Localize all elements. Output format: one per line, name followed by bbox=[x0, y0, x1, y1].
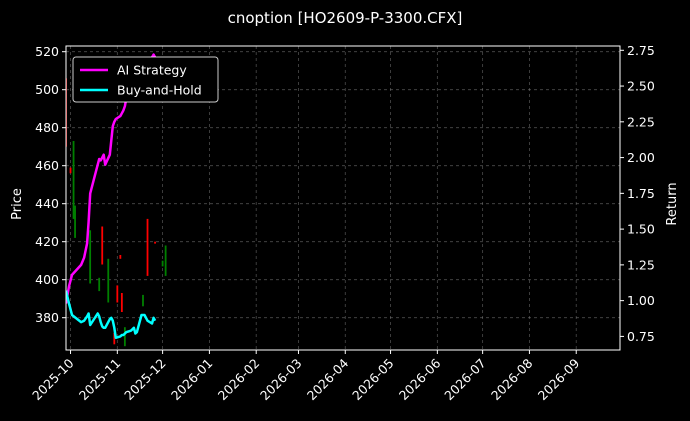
legend-label-ai-strategy: AI Strategy bbox=[117, 63, 187, 78]
legend-box bbox=[72, 56, 219, 103]
candle bbox=[120, 293, 123, 312]
y-axis-right: 0.75 1.00 1.25 1.50 1.75 2.00 2.25 2.50 2.75 bbox=[620, 43, 655, 344]
candles bbox=[66, 78, 167, 347]
y-left-tick-label: 380 bbox=[35, 310, 59, 325]
y-right-tick-label: 0.75 bbox=[627, 329, 655, 344]
candle bbox=[154, 241, 156, 244]
y-axis-left-label: Price bbox=[10, 188, 25, 220]
y-right-tick-label: 1.25 bbox=[627, 257, 655, 272]
candle bbox=[98, 277, 101, 292]
candle bbox=[101, 226, 104, 265]
y-left-tick-label: 460 bbox=[35, 158, 59, 173]
candle bbox=[116, 285, 119, 303]
candle bbox=[113, 332, 116, 345]
y-left-tick-label: 400 bbox=[35, 272, 59, 287]
y-right-tick-label: 1.00 bbox=[627, 293, 655, 308]
legend: AI Strategy Buy-and-Hold bbox=[72, 56, 219, 103]
y-left-tick-label: 420 bbox=[35, 234, 59, 249]
chart-title: cnoption [HO2609-P-3300.CFX] bbox=[228, 9, 463, 27]
y-right-tick-label: 2.75 bbox=[627, 43, 655, 58]
y-axis-left: 380 400 420 440 460 480 500 520 bbox=[35, 44, 66, 325]
series-line-buy-and-hold bbox=[66, 290, 157, 340]
y-right-tick-label: 2.25 bbox=[627, 114, 655, 129]
candle bbox=[164, 245, 167, 276]
plot-frame bbox=[65, 45, 621, 351]
candle bbox=[123, 327, 126, 347]
y-right-tick-label: 2.50 bbox=[627, 79, 655, 94]
y-left-tick-label: 500 bbox=[35, 82, 59, 97]
y-right-tick-label: 1.50 bbox=[627, 222, 655, 237]
candle bbox=[89, 230, 92, 284]
y-right-tick-label: 2.00 bbox=[627, 150, 655, 165]
candle bbox=[72, 141, 75, 219]
y-right-tick-label: 1.75 bbox=[627, 186, 655, 201]
candle bbox=[161, 260, 164, 267]
candle bbox=[74, 205, 76, 238]
candle bbox=[142, 294, 144, 307]
y-left-tick-label: 480 bbox=[35, 120, 59, 135]
y-axis-right-label: Return bbox=[665, 182, 680, 225]
candle bbox=[119, 255, 122, 259]
candle bbox=[69, 167, 72, 174]
y-left-tick-label: 520 bbox=[35, 44, 59, 59]
candle bbox=[146, 218, 149, 276]
legend-label-buy-and-hold: Buy-and-Hold bbox=[117, 83, 202, 98]
y-left-tick-label: 440 bbox=[35, 196, 59, 211]
candle bbox=[107, 258, 110, 303]
